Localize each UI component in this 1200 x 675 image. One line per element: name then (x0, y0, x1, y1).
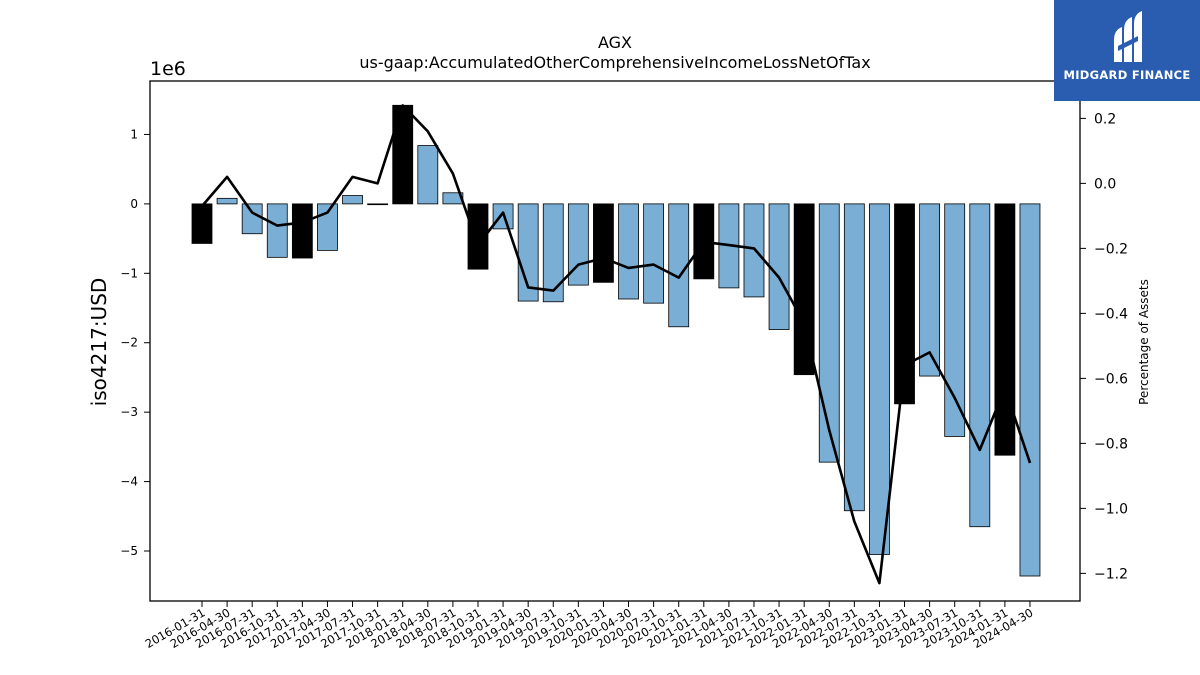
bar-2019-10-31 (567, 203, 589, 286)
bar-2019-04-30 (517, 203, 539, 302)
brand-logo: MIDGARD FINANCE (1054, 0, 1200, 101)
bar-2016-04-30 (216, 197, 238, 205)
y-tick-label: −1 (120, 266, 138, 280)
y-tick-label: −4 (120, 475, 138, 489)
chart-title: AGX (598, 33, 632, 52)
bar-2022-01-31 (793, 203, 815, 376)
bar-2024-01-31 (994, 203, 1016, 456)
logo-text: MIDGARD FINANCE (1063, 68, 1191, 82)
bar-2020-07-31 (643, 203, 665, 304)
y2-axis-label: Percentage of Assets (1137, 279, 1151, 405)
bar-2016-07-31 (241, 203, 263, 235)
y-tick-label: 1 (130, 127, 138, 141)
bar-2018-01-31 (392, 104, 414, 205)
bar-2023-10-31 (969, 203, 991, 528)
y-axis-label: iso4217:USD (87, 278, 111, 407)
bar-2024-04-30 (1019, 203, 1041, 577)
bar-2018-10-31 (467, 203, 489, 270)
bar-2022-07-31 (843, 203, 865, 512)
y-tick-label: −5 (120, 544, 138, 558)
axes-group: 1 0 −1 −2 −3 −4 −5 0.2 0.0 −0.2 −0.4 −0.6 −0.8 −1.0 −1… (120, 111, 1128, 651)
bar-2020-04-30 (618, 203, 639, 300)
bar-2016-01-31 (191, 203, 213, 244)
bar-2016-10-31 (266, 203, 288, 258)
bar-2023-01-31 (894, 203, 915, 405)
y2-tick-label: −0.8 (1094, 436, 1128, 452)
bar-2021-07-31 (743, 203, 765, 298)
bar-2021-10-31 (768, 203, 790, 330)
y2-tick-label: −1.2 (1094, 566, 1128, 582)
bar-2017-10-31 (367, 203, 389, 206)
bar-2019-07-31 (542, 203, 564, 303)
bar-2020-10-31 (668, 203, 690, 328)
bar-2017-01-31 (291, 203, 313, 259)
y-tick-label: −3 (120, 405, 138, 419)
y-tick-label: 0 (130, 197, 138, 211)
bar-2022-04-30 (818, 203, 840, 463)
y-tick-label: −2 (120, 336, 138, 350)
bar-2023-07-31 (944, 203, 966, 437)
bars-group (191, 104, 1041, 577)
y2-tick-label: −0.2 (1094, 241, 1128, 257)
y2-tick-label: −0.4 (1094, 306, 1128, 322)
y2-tick-label: 0.0 (1094, 176, 1116, 192)
bar-2022-10-31 (869, 203, 890, 555)
logo-mark-icon (1114, 11, 1142, 62)
bar-2018-04-30 (417, 145, 439, 205)
y2-tick-label: −1.0 (1094, 501, 1128, 517)
pct-of-assets-line (201, 104, 1032, 585)
pct-line-group (201, 104, 1032, 585)
bar-2017-07-31 (342, 195, 363, 205)
y2-tick-label: −0.6 (1094, 371, 1128, 387)
bar-2023-04-30 (919, 203, 941, 377)
y2-tick-label: 0.2 (1094, 111, 1116, 127)
y-axis-multiplier: 1e6 (150, 58, 186, 80)
bar-2020-01-31 (593, 203, 614, 283)
chart-subtitle: us-gaap:AccumulatedOtherComprehensiveInc… (359, 53, 870, 72)
plot-frame (149, 80, 1081, 602)
